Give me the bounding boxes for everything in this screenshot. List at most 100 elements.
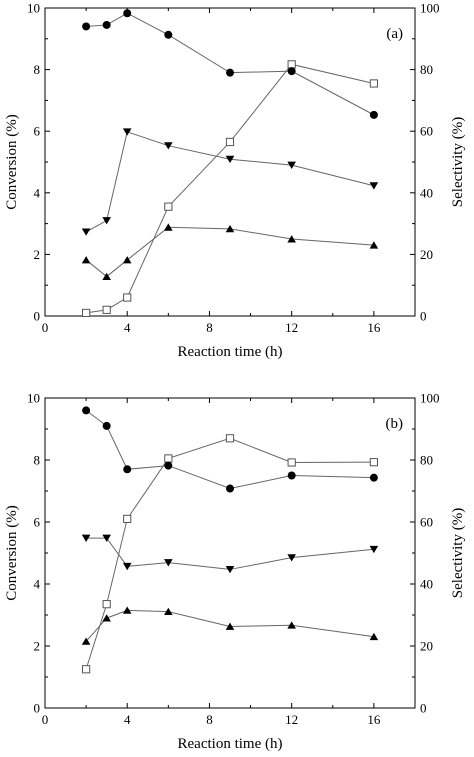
data-point <box>123 293 132 302</box>
y-right-tick-label: 60 <box>420 124 433 139</box>
series-square-open <box>82 434 378 674</box>
data-point <box>123 9 132 18</box>
x-tick-label: 16 <box>367 320 381 335</box>
series-triangle-up-filled <box>81 606 379 645</box>
data-point <box>164 142 173 150</box>
data-point <box>123 465 132 474</box>
series-square-open <box>82 60 378 318</box>
data-point <box>102 20 111 29</box>
series-line <box>86 63 375 314</box>
data-point <box>287 67 296 76</box>
y-left-tick-label: 10 <box>27 1 40 16</box>
x-tick-label: 4 <box>124 712 131 727</box>
data-point <box>81 637 91 645</box>
data-point <box>82 406 91 415</box>
x-tick-label: 4 <box>124 320 131 335</box>
data-point <box>102 421 111 430</box>
data-point <box>369 545 379 554</box>
x-tick-label: 8 <box>206 712 213 727</box>
data-point <box>81 228 91 236</box>
x-tick-label: 16 <box>367 712 381 727</box>
data-point <box>287 621 296 629</box>
series-line <box>85 131 375 233</box>
x-tick-label: 12 <box>285 320 298 335</box>
data-point <box>225 565 235 574</box>
y-left-axis-label: Conversion (%) <box>4 505 20 600</box>
x-tick-label: 0 <box>42 320 49 335</box>
data-point <box>123 514 132 523</box>
data-point <box>102 534 111 542</box>
panel-label: (a) <box>386 26 403 42</box>
data-point <box>287 458 296 467</box>
y-left-tick-label: 6 <box>34 515 41 530</box>
y-left-tick-label: 8 <box>34 453 41 468</box>
data-point <box>225 622 235 630</box>
y-right-axis-label: Selectivity (%) <box>450 117 466 207</box>
series-circle-filled <box>82 406 378 493</box>
data-point <box>369 182 379 190</box>
data-point <box>164 202 173 211</box>
data-point <box>102 272 111 281</box>
data-point <box>102 614 111 622</box>
data-point <box>81 534 91 542</box>
data-point <box>369 458 378 467</box>
data-point <box>369 473 378 482</box>
data-point <box>225 434 235 443</box>
series-line <box>85 410 374 490</box>
y-left-tick-label: 6 <box>34 124 41 139</box>
series-line <box>85 226 374 278</box>
series-triangle-up-filled <box>81 223 379 281</box>
y-left-tick-label: 0 <box>34 701 41 716</box>
y-left-tick-label: 2 <box>34 639 41 654</box>
series-triangle-down-filled <box>81 534 379 574</box>
data-point <box>287 161 296 169</box>
data-point <box>287 554 296 562</box>
data-point <box>81 256 91 264</box>
y-right-tick-label: 80 <box>420 453 433 468</box>
y-right-tick-label: 0 <box>420 309 427 324</box>
x-tick-label: 8 <box>206 320 213 335</box>
series-circle-filled <box>82 9 378 119</box>
data-point <box>164 223 173 231</box>
y-right-tick-label: 80 <box>420 62 433 77</box>
y-right-tick-label: 100 <box>420 391 440 406</box>
y-right-tick-label: 20 <box>420 639 433 654</box>
series-line <box>86 12 375 116</box>
data-point <box>164 454 173 463</box>
y-right-tick-label: 40 <box>420 577 433 592</box>
x-tick-label: 12 <box>285 712 298 727</box>
data-point <box>225 137 235 147</box>
data-point <box>226 484 234 493</box>
data-point <box>225 155 235 164</box>
y-left-tick-label: 2 <box>34 247 41 262</box>
data-point <box>122 562 132 571</box>
data-point <box>164 559 173 567</box>
data-point <box>225 224 235 233</box>
y-right-tick-label: 20 <box>420 247 433 262</box>
data-point <box>287 60 296 69</box>
data-point <box>164 607 173 616</box>
y-right-tick-label: 60 <box>420 515 433 530</box>
data-point <box>102 305 111 314</box>
data-point <box>369 79 378 88</box>
y-left-tick-label: 4 <box>34 577 41 592</box>
series-triangle-down-filled <box>81 128 379 236</box>
data-point <box>102 600 111 609</box>
y-left-tick-label: 10 <box>27 391 40 406</box>
y-right-axis-label: Selectivity (%) <box>450 508 466 598</box>
data-point <box>164 30 173 39</box>
x-axis-label: Reaction time (h) <box>178 736 283 752</box>
y-right-tick-label: 40 <box>420 185 433 200</box>
data-point <box>369 241 379 249</box>
data-point <box>287 235 296 243</box>
y-left-tick-label: 4 <box>34 185 41 200</box>
data-point <box>82 22 91 31</box>
y-right-tick-label: 0 <box>420 701 427 716</box>
y-left-axis-label: Conversion (%) <box>4 114 20 209</box>
data-point <box>102 217 111 225</box>
data-point <box>164 461 173 470</box>
y-right-tick-label: 100 <box>420 1 440 16</box>
